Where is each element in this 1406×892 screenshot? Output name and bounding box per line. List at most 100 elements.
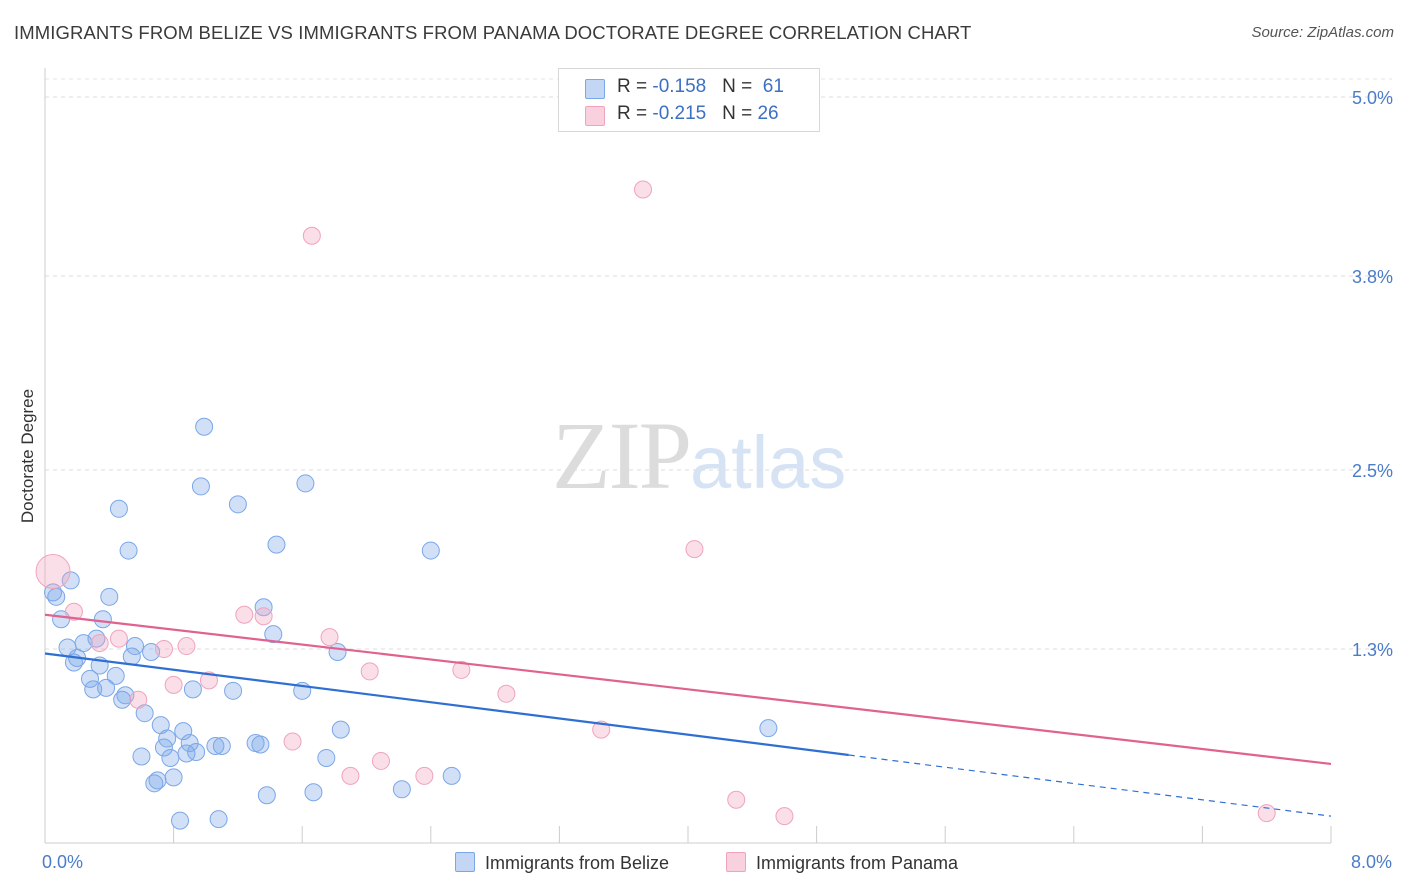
panama-point [129,690,148,709]
watermark: ZIPatlas [552,400,846,511]
belize-point [158,729,177,748]
belize-point [442,766,461,785]
belize-point [224,681,243,700]
belize-point [191,477,210,496]
y-tick-label: 5.0% [1352,88,1393,108]
belize-point [304,783,323,802]
belize-point [81,669,100,688]
panama-r-label: R = [617,103,653,124]
belize-point [392,780,411,799]
belize-swatch [585,79,605,99]
belize-stats: R = -0.158 N = 61 [617,76,784,98]
panama-point [199,671,218,690]
belize-point [228,495,247,514]
panama-point [154,640,173,659]
panama-point [90,634,109,653]
belize-n-value: 61 [762,76,784,97]
panama-r-value: -0.215 [652,103,707,124]
panama-point [685,540,704,559]
belize-trend-line [44,652,849,757]
belize-point [119,541,138,560]
belize-point [264,625,283,644]
bottom-panama-label: Immigrants from Panama [756,853,959,873]
belize-point [177,744,196,763]
panama-point [235,605,254,624]
belize-point [164,768,183,787]
belize-point [251,735,270,754]
bottom-belize-label: Immigrants from Belize [485,853,670,873]
panama-trend-line [44,613,1332,766]
belize-point [759,719,778,738]
belize-point [174,722,193,741]
belize-point [100,587,119,606]
panama-point [283,732,302,751]
panama-n-label: N = [722,103,758,124]
belize-point [126,637,145,656]
belize-point [257,786,276,805]
panama-point [452,660,471,679]
belize-point [109,499,128,518]
panama-point [164,675,183,694]
belize-point [187,742,206,761]
x-tick-min: 0.0% [42,852,84,872]
panama-point [371,751,390,770]
belize-point [195,417,214,436]
y-tick-label: 3.8% [1352,267,1393,287]
belize-point [171,811,190,830]
belize-point [317,748,336,767]
bottom-belize-swatch [455,852,475,872]
belize-point [145,774,164,793]
belize-r-label: R = [617,76,653,97]
panama-point [360,662,379,681]
source-label: Source: ZipAtlas.com [1251,24,1394,41]
panama-point [633,180,652,199]
bottom-legend-belize: Immigrants from Belize [455,852,669,874]
belize-point [161,748,180,767]
bottom-legend-panama: Immigrants from Panama [726,852,958,874]
panama-stats: R = -0.215 N = 26 [617,103,779,125]
belize-point [421,541,440,560]
y-tick-label: 1.3% [1352,640,1393,660]
panama-point [727,790,746,809]
stats-legend: R = -0.158 N = 61 R = -0.215 N = 26 [558,68,820,132]
panama-point [415,766,434,785]
x-tick-max: 8.0% [1350,852,1392,872]
belize-point [106,666,125,685]
bottom-panama-swatch [726,852,746,872]
belize-point [47,587,66,606]
belize-point [97,678,116,697]
panama-point [341,766,360,785]
panama-swatch [585,106,605,126]
belize-point [132,747,151,766]
belize-point [328,643,347,662]
panama-point [35,553,71,589]
panama-n-value: 26 [757,103,779,124]
belize-point [61,571,80,590]
watermark-atlas: atlas [690,421,847,504]
belize-point [183,680,202,699]
y-tick-label: 2.5% [1352,461,1393,481]
belize-n-label: N = [722,76,758,97]
belize-point [180,734,199,753]
panama-point [254,607,273,626]
belize-r-value: -0.158 [652,76,707,97]
panama-point [497,684,516,703]
panama-point [64,602,83,621]
belize-point [84,680,103,699]
belize-point [206,737,225,756]
chart-title: IMMIGRANTS FROM BELIZE VS IMMIGRANTS FRO… [14,22,972,43]
panama-point [177,637,196,656]
belize-point [93,610,112,629]
belize-point [296,474,315,493]
belize-trend-extension [848,754,1332,817]
belize-point [148,771,167,790]
panama-point [109,629,128,648]
panama-point [302,226,321,245]
panama-point [775,807,794,826]
belize-point [212,737,231,756]
watermark-zip: ZIP [552,402,692,509]
belize-point [209,810,228,829]
panama-point [1257,804,1276,823]
panama-point [320,628,339,647]
